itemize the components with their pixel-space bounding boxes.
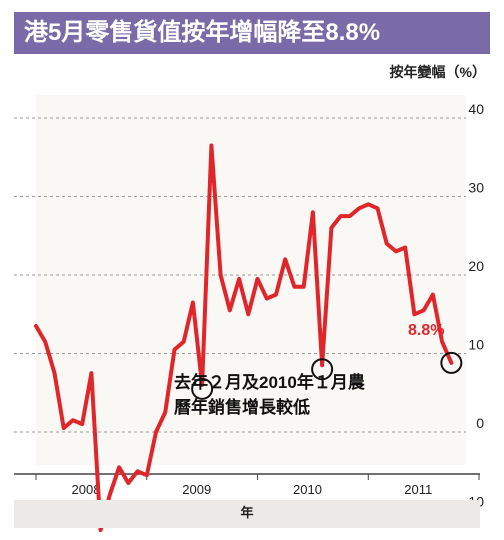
x-axis-title: 年 [14,500,480,528]
y-axis-unit-label: 按年變幅（%） [389,64,486,80]
y-tick-label: 0 [476,415,484,431]
annotation-line-2: 曆年銷售增長較低 [174,398,310,417]
x-tick-label: 2010 [293,482,322,497]
highlight-circle [311,358,334,381]
highlight-circle [191,377,214,400]
x-tick-label: 2011 [404,482,432,497]
highlight-circle [440,351,463,374]
plot-background [36,95,466,465]
last-value-label: 8.8% [408,322,445,339]
annotation-note: 去年２月及2010年１月農 曆年銷售增長較低 [174,370,444,420]
chart-title: 港5月零售貨值按年增幅降至8.8% [14,12,490,54]
annotation-line-1: 去年２月及2010年１月農 [174,373,365,392]
highlight-circles [191,351,463,400]
y-tick-label: 40 [468,101,484,117]
x-tick-label: 2009 [182,482,211,497]
y-tick-label: 20 [468,258,484,274]
x-tick-label: 2008 [72,482,101,497]
y-tick-label: 10 [468,337,484,353]
y-tick-label: 30 [468,180,484,196]
x-tick-labels: 20082009201020112012 [35,474,480,497]
